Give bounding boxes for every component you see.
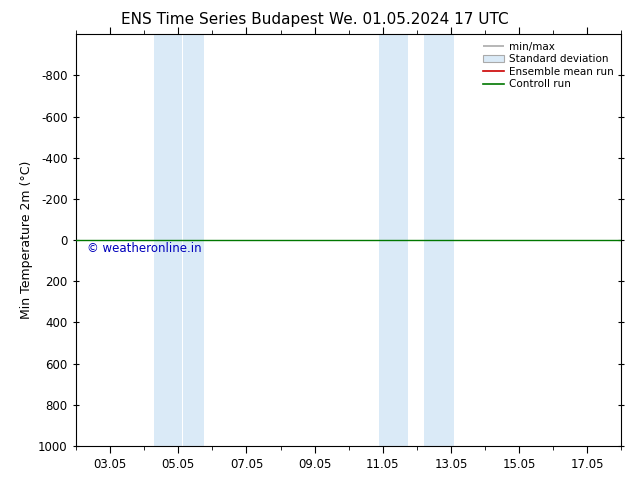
Bar (424, 34, 455, 446)
Legend: min/max, Standard deviation, Ensemble mean run, Controll run: min/max, Standard deviation, Ensemble me… (481, 40, 616, 92)
Text: ENS Time Series Budapest: ENS Time Series Budapest (120, 12, 323, 27)
Bar (379, 34, 408, 446)
Text: © weatheronline.in: © weatheronline.in (87, 242, 202, 255)
Y-axis label: Min Temperature 2m (°C): Min Temperature 2m (°C) (20, 161, 32, 319)
Text: We. 01.05.2024 17 UTC: We. 01.05.2024 17 UTC (328, 12, 508, 27)
Bar (183, 34, 204, 446)
Bar (155, 34, 182, 446)
